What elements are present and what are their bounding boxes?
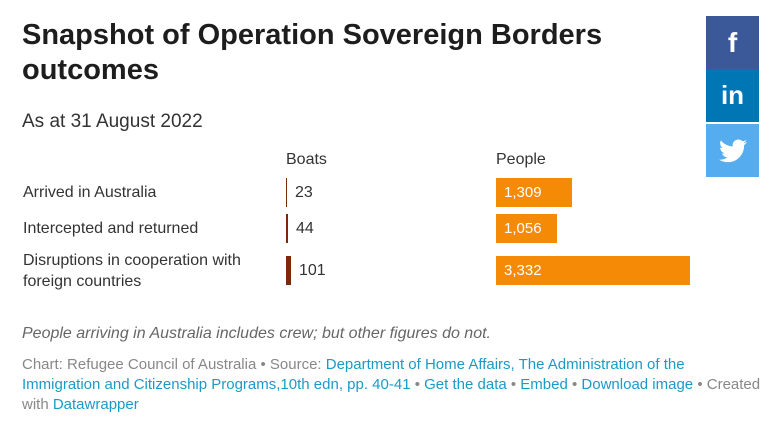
row-label: Disruptions in cooperation with foreign … (23, 252, 241, 290)
linkedin-share-button[interactable]: in (706, 69, 759, 122)
download-image-link[interactable]: Download image (581, 376, 694, 393)
footer-credit: Chart: Refugee Council of Australia • So… (22, 356, 326, 373)
footer-created-with: • Created with (22, 376, 761, 413)
twitter-icon (718, 138, 747, 162)
boats-bar (286, 214, 288, 243)
footer-separator: • (506, 376, 521, 393)
column-header-people: People (496, 151, 546, 168)
chart-note: People arriving in Australia includes cr… (22, 325, 491, 342)
chart-footer: Chart: Refugee Council of Australia • So… (22, 355, 762, 415)
column-header-boats: Boats (286, 151, 327, 168)
people-bar: 1,309 (496, 178, 572, 207)
facebook-icon: f (727, 26, 738, 58)
datawrapper-link[interactable]: Datawrapper (52, 396, 139, 413)
boats-bar (286, 178, 287, 207)
boats-bar (286, 256, 291, 285)
row-label: Intercepted and returned (23, 220, 199, 237)
boats-value-label: 101 (299, 262, 326, 279)
row-label: Arrived in Australia (23, 184, 157, 201)
people-bar: 1,056 (496, 214, 557, 243)
source-link[interactable]: Department of Home Affairs, The Administ… (22, 356, 685, 393)
linkedin-icon: in (720, 80, 745, 110)
boats-value-label: 44 (296, 220, 314, 237)
people-bar: 3,332 (496, 256, 690, 285)
boats-value-label: 23 (295, 184, 313, 201)
footer-separator: • (410, 376, 425, 393)
people-value-label: 1,056 (504, 220, 542, 237)
footer-separator: • (567, 376, 582, 393)
twitter-share-button[interactable] (706, 124, 759, 177)
people-value-label: 1,309 (504, 184, 542, 201)
chart-subtitle: As at 31 August 2022 (22, 111, 203, 132)
embed-link[interactable]: Embed (520, 376, 568, 393)
people-value-label: 3,332 (504, 262, 542, 279)
facebook-share-button[interactable]: f (706, 16, 759, 69)
get-data-link[interactable]: Get the data (424, 376, 507, 393)
chart-title: Snapshot of Operation Sovereign Borders … (22, 19, 603, 86)
